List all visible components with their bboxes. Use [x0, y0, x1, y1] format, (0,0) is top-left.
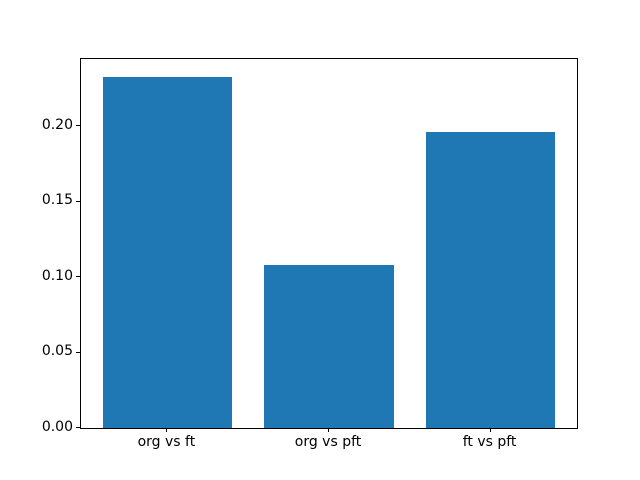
- x-tick-label-org-vs-pft: org vs pft: [294, 434, 362, 450]
- bar-org-vs-pft: [264, 265, 394, 428]
- x-tick-mark: [328, 428, 329, 432]
- bar-org-vs-ft: [102, 76, 233, 428]
- bar-ft-vs-pft: [425, 132, 556, 428]
- plot-area: [80, 58, 578, 429]
- y-tick-mark: [76, 125, 80, 127]
- y-tick-label: 0.05: [41, 343, 73, 360]
- x-tick-mark: [166, 428, 168, 432]
- y-tick-mark: [76, 276, 80, 278]
- y-tick-label: 0.10: [41, 267, 73, 284]
- x-tick-label-org-vs-ft: org vs ft: [137, 434, 196, 450]
- y-tick-mark: [76, 200, 80, 202]
- x-tick-mark: [489, 428, 491, 432]
- y-tick-label: 0.20: [41, 116, 73, 133]
- x-tick-label-ft-vs-pft: ft vs pft: [462, 434, 517, 450]
- y-tick-label: 0.00: [41, 418, 73, 435]
- y-tick-mark: [76, 351, 80, 353]
- y-tick-mark: [76, 427, 80, 428]
- y-tick-label: 0.15: [41, 192, 73, 209]
